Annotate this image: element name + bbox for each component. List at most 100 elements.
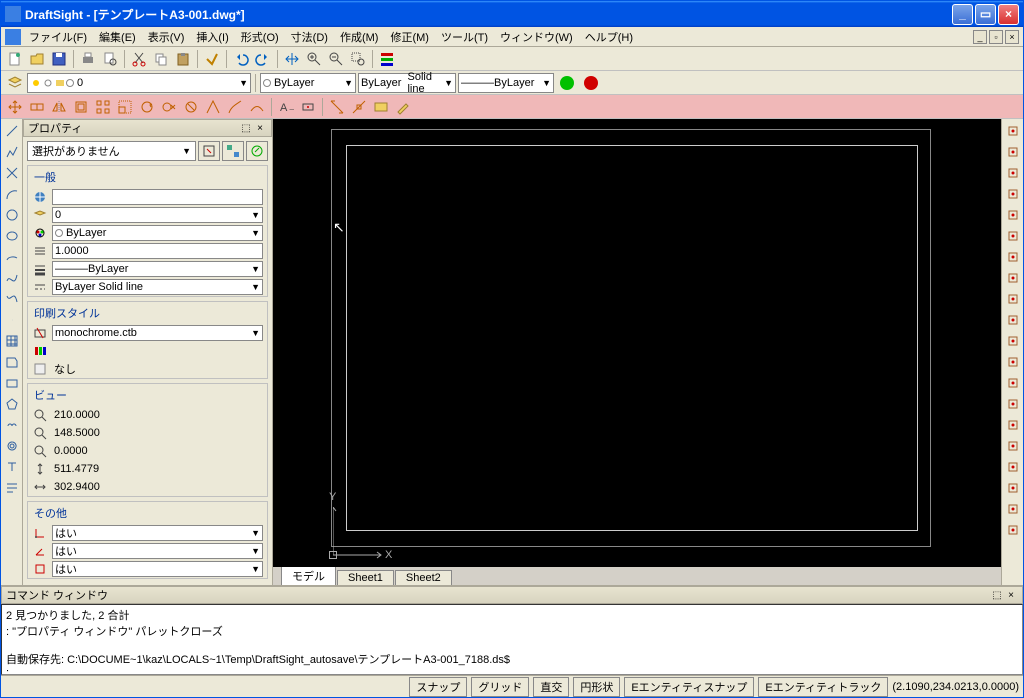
zoom-in-icon[interactable] xyxy=(304,49,324,69)
osnap-app-icon[interactable] xyxy=(1003,352,1023,372)
colorbar-dropdown[interactable]: ByLayer Solid line▼ xyxy=(358,73,456,93)
layer-dropdown[interactable]: 0 ▼ xyxy=(27,73,251,93)
circle-icon[interactable] xyxy=(2,205,22,225)
area-icon[interactable] xyxy=(1003,457,1023,477)
spline2-icon[interactable] xyxy=(2,289,22,309)
maximize-button[interactable]: ▭ xyxy=(975,4,996,25)
prop-field[interactable]: はい▼ xyxy=(52,561,263,577)
status-toggle[interactable]: 直交 xyxy=(533,677,569,697)
zoom-window-icon[interactable] xyxy=(348,49,368,69)
osnap-mid-icon[interactable] xyxy=(1003,142,1023,162)
prop-field[interactable]: 0▼ xyxy=(52,207,263,223)
mdi-minimize-button[interactable]: _ xyxy=(973,30,987,44)
drawing-canvas[interactable]: ↖ Y X xyxy=(273,119,1001,567)
sheet-tab[interactable]: Sheet2 xyxy=(395,570,452,585)
prop-field[interactable]: はい▼ xyxy=(52,543,263,559)
revcloud-icon[interactable] xyxy=(2,415,22,435)
dim2-icon[interactable] xyxy=(349,97,369,117)
offset-icon[interactable] xyxy=(71,97,91,117)
mdi-restore-button[interactable]: ▫ xyxy=(989,30,1003,44)
donut-icon[interactable] xyxy=(2,436,22,456)
open-icon[interactable] xyxy=(27,49,47,69)
prop-field[interactable]: はい▼ xyxy=(52,525,263,541)
cmd-pin-icon[interactable]: ⬚ xyxy=(990,588,1004,602)
osnap-end-icon[interactable] xyxy=(1003,121,1023,141)
rect-icon[interactable] xyxy=(2,373,22,393)
polygon-icon[interactable] xyxy=(2,394,22,414)
prop-field[interactable]: ByLayer▼ xyxy=(52,225,263,241)
selection-dropdown[interactable]: 選択がありません▼ xyxy=(27,141,196,161)
lineweight-dropdown[interactable]: ——— ByLayer▼ xyxy=(458,73,554,93)
copy2-icon[interactable] xyxy=(27,97,47,117)
status-toggle[interactable]: 円形状 xyxy=(573,677,620,697)
save-icon[interactable] xyxy=(49,49,69,69)
match-icon[interactable] xyxy=(202,49,222,69)
earc-icon[interactable] xyxy=(2,247,22,267)
select-filter-icon[interactable] xyxy=(198,141,220,161)
join-icon[interactable] xyxy=(247,97,267,117)
dim3-icon[interactable] xyxy=(371,97,391,117)
prop-field[interactable] xyxy=(52,189,263,205)
prop-field[interactable]: ——— ByLayer▼ xyxy=(52,261,263,277)
dist-icon[interactable] xyxy=(1003,436,1023,456)
zoom-out-icon[interactable] xyxy=(326,49,346,69)
undo-icon[interactable] xyxy=(231,49,251,69)
paste-icon[interactable] xyxy=(173,49,193,69)
osnap-perp-icon[interactable] xyxy=(1003,289,1023,309)
sheet-tab[interactable]: モデル xyxy=(281,566,336,585)
menu-item[interactable]: ヘルプ(H) xyxy=(579,30,639,46)
linecolor-dropdown[interactable]: ByLayer▼ xyxy=(260,73,356,93)
cut-icon[interactable] xyxy=(129,49,149,69)
hatch-icon[interactable] xyxy=(2,331,22,351)
text-icon[interactable]: A→ xyxy=(276,97,296,117)
status-toggle[interactable]: グリッド xyxy=(471,677,529,697)
new-icon[interactable] xyxy=(5,49,25,69)
osnap-ins-icon[interactable] xyxy=(1003,268,1023,288)
osnap-near-icon[interactable] xyxy=(1003,331,1023,351)
command-output[interactable]: 2 見つかりました, 2 合計 : "プロパティ ウィンドウ" パレットクローズ… xyxy=(1,604,1023,675)
break-icon[interactable] xyxy=(225,97,245,117)
layer-manager-icon[interactable] xyxy=(5,73,25,93)
pline-icon[interactable] xyxy=(2,142,22,162)
edit-icon[interactable] xyxy=(393,97,413,117)
spline-icon[interactable] xyxy=(2,268,22,288)
properties-icon[interactable] xyxy=(377,49,397,69)
sheet-tab[interactable]: Sheet1 xyxy=(337,570,394,585)
print-preview-icon[interactable] xyxy=(100,49,120,69)
mdi-close-button[interactable]: × xyxy=(1005,30,1019,44)
text-icon[interactable] xyxy=(2,457,22,477)
menu-item[interactable]: 表示(V) xyxy=(142,30,191,46)
panel-close-icon[interactable]: × xyxy=(253,121,267,135)
redo-icon[interactable] xyxy=(253,49,273,69)
xline-icon[interactable] xyxy=(2,163,22,183)
copy-icon[interactable] xyxy=(151,49,171,69)
prop-field[interactable]: 1.0000 xyxy=(52,243,263,259)
menu-item[interactable]: 修正(M) xyxy=(384,30,435,46)
panel-pin-icon[interactable]: ⬚ xyxy=(239,121,253,135)
extend-icon[interactable] xyxy=(181,97,201,117)
osnap-tan-icon[interactable] xyxy=(1003,310,1023,330)
layers-icon[interactable] xyxy=(1003,520,1023,540)
cmd-close-icon[interactable]: × xyxy=(1004,588,1018,602)
osnap-int-icon[interactable] xyxy=(1003,226,1023,246)
scale-icon[interactable] xyxy=(115,97,135,117)
block-icon[interactable] xyxy=(298,97,318,117)
line-icon[interactable] xyxy=(2,121,22,141)
minimize-button[interactable]: _ xyxy=(952,4,973,25)
trim-icon[interactable] xyxy=(159,97,179,117)
toggle-prop-icon[interactable] xyxy=(246,141,268,161)
mirror-icon[interactable] xyxy=(49,97,69,117)
list-icon[interactable] xyxy=(1003,478,1023,498)
arc-icon[interactable] xyxy=(2,184,22,204)
menu-item[interactable]: ファイル(F) xyxy=(23,30,93,46)
osnap-ext-icon[interactable] xyxy=(1003,247,1023,267)
status-toggle[interactable]: Eエンティティトラック xyxy=(758,677,888,697)
rotate-icon[interactable] xyxy=(137,97,157,117)
status-toggle[interactable]: Eエンティティスナップ xyxy=(624,677,754,697)
menu-item[interactable]: ウィンドウ(W) xyxy=(494,30,579,46)
region-icon[interactable] xyxy=(2,352,22,372)
menu-item[interactable]: ツール(T) xyxy=(435,30,494,46)
menu-item[interactable]: 挿入(I) xyxy=(190,30,234,46)
menu-item[interactable]: 寸法(D) xyxy=(285,30,334,46)
break-icon[interactable] xyxy=(1003,415,1023,435)
